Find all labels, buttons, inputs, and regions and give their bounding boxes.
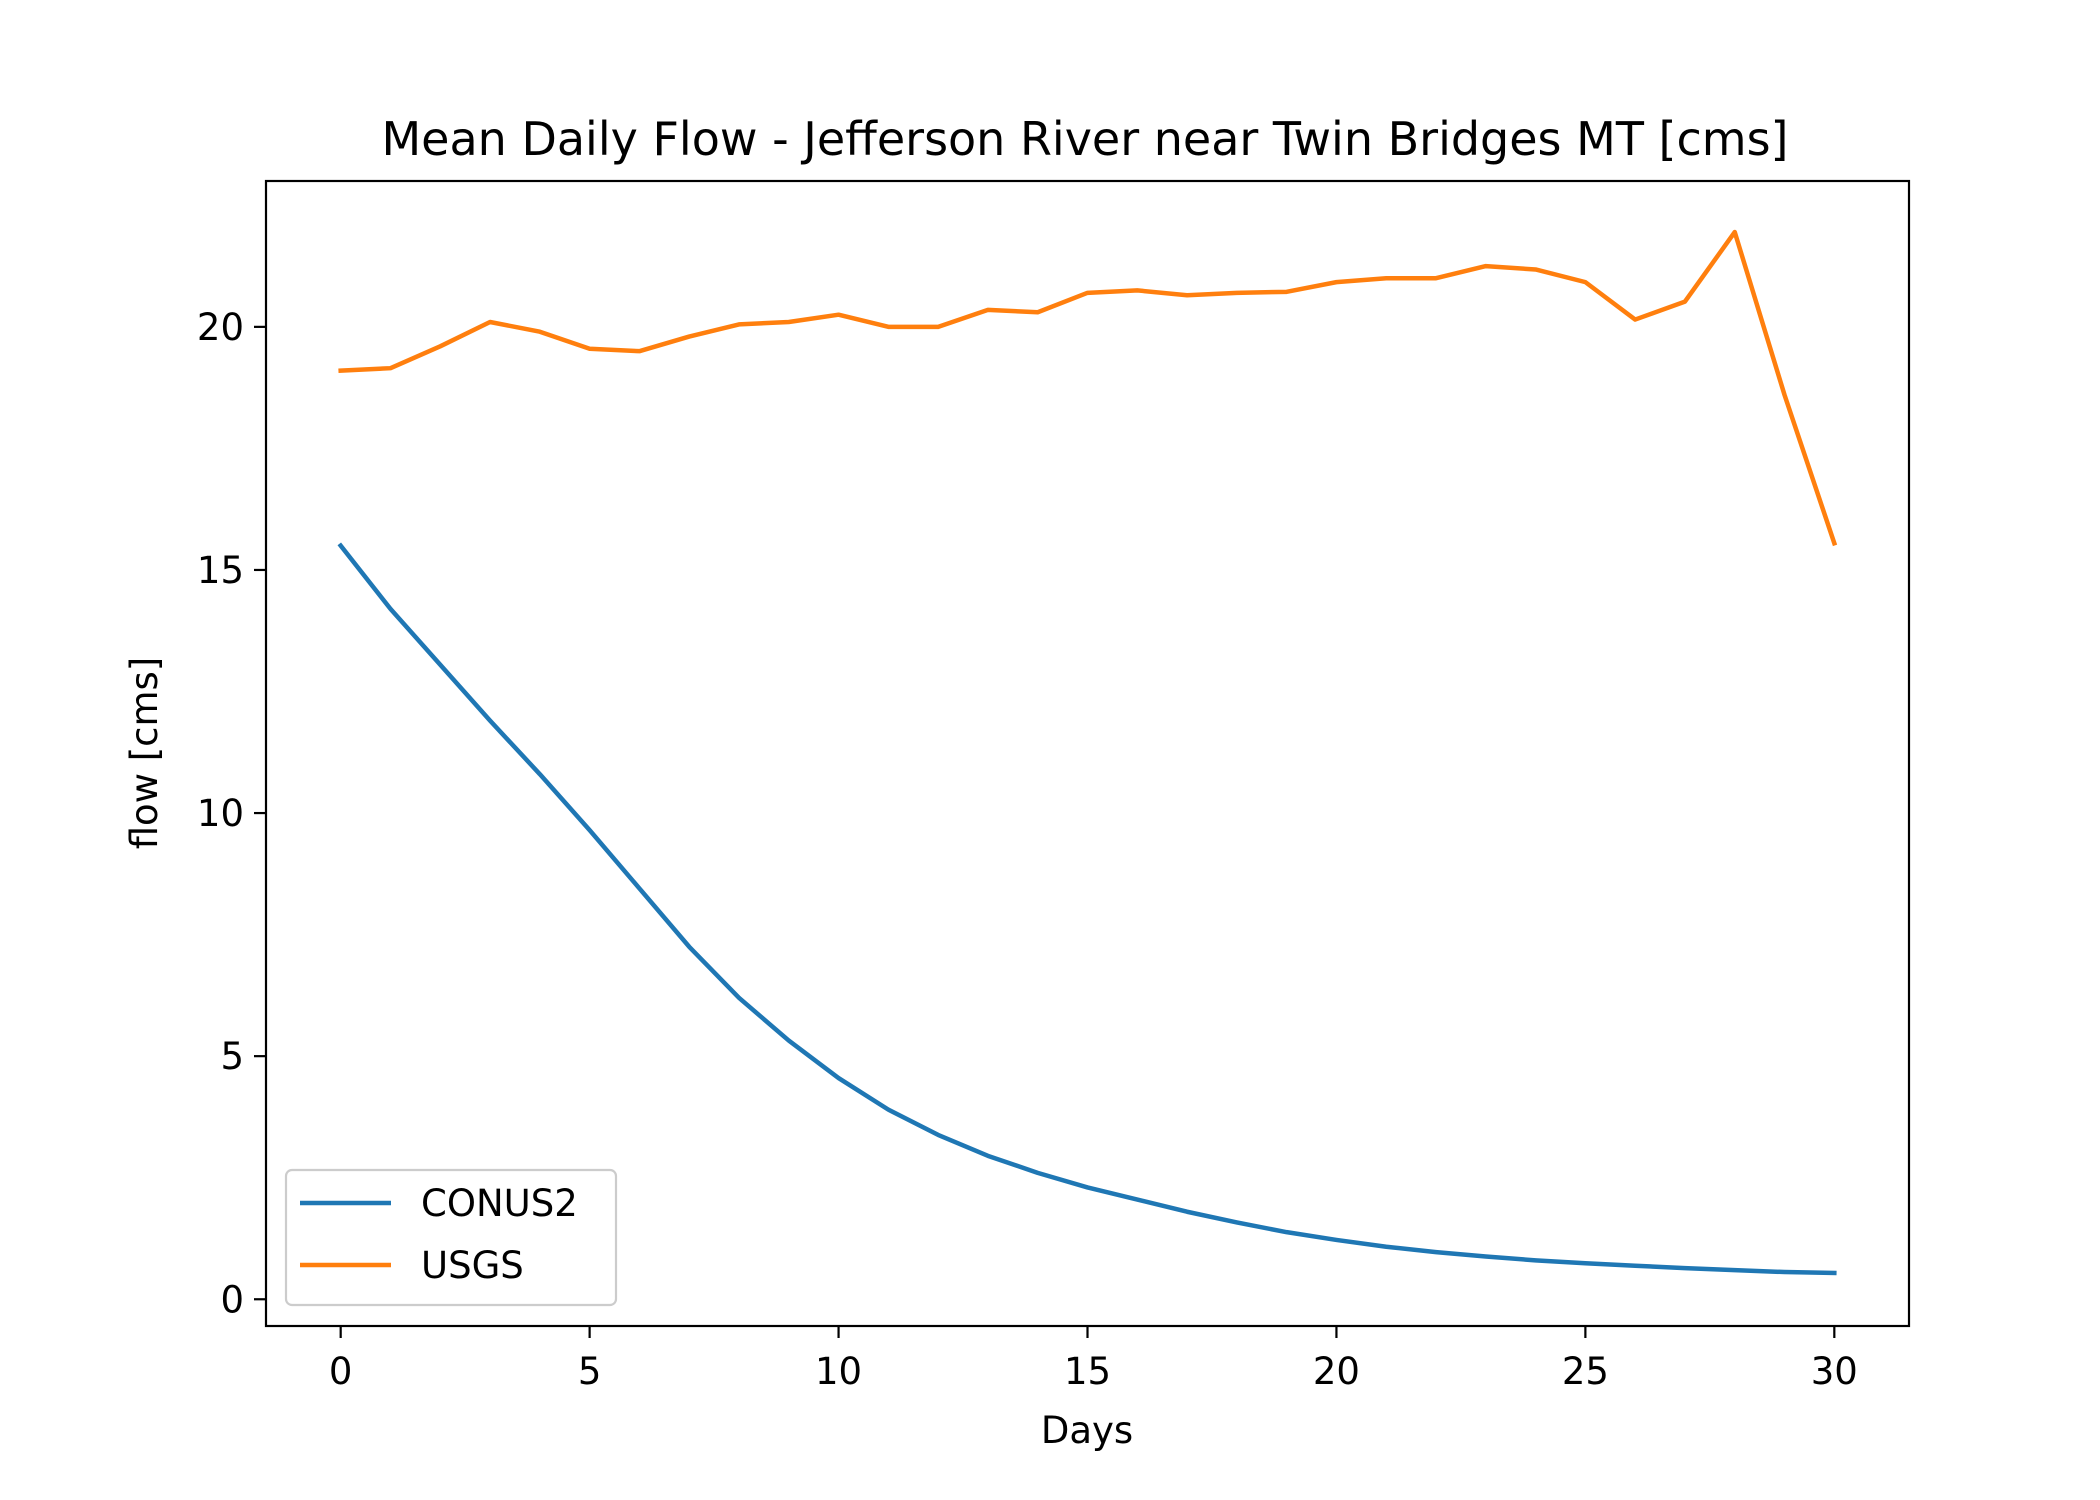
series-line-conus2	[337, 542, 1837, 1276]
series-layer	[337, 229, 1838, 1276]
x-tick-label-15: 15	[1064, 1350, 1111, 1393]
legend: CONUS2 USGS	[284, 1168, 618, 1307]
y-tick-label-5: 5	[220, 1035, 244, 1078]
y-tick-label-0: 0	[220, 1278, 244, 1321]
x-tick-label-25: 25	[1562, 1350, 1609, 1393]
x-tick-label-5: 5	[578, 1350, 602, 1393]
y-tick-label-15: 15	[197, 549, 244, 592]
y-axis-label: flow [cms]	[123, 657, 166, 850]
x-tick-label-0: 0	[329, 1350, 353, 1393]
x-axis-label: Days	[1041, 1409, 1133, 1452]
series-line-usgs	[338, 229, 1838, 547]
x-axis-ticks: 0 5 10 15 20 25 30	[329, 1326, 1858, 1393]
x-tick-label-10: 10	[815, 1350, 862, 1393]
x-tick-label-20: 20	[1313, 1350, 1360, 1393]
y-tick-label-20: 20	[197, 306, 244, 349]
y-tick-label-10: 10	[197, 792, 244, 835]
legend-label-usgs: USGS	[421, 1244, 524, 1287]
legend-label-conus2: CONUS2	[421, 1182, 578, 1225]
chart-title: Mean Daily Flow - Jefferson River near T…	[381, 112, 1788, 166]
y-axis-ticks: 0 5 10 15 20	[197, 306, 266, 1321]
x-tick-label-30: 30	[1811, 1350, 1858, 1393]
